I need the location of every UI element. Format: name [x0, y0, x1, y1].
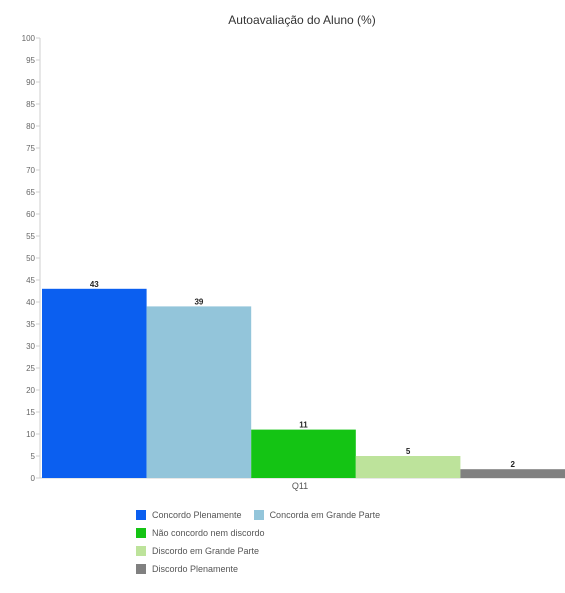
- legend-row: Discordo Plenamente: [136, 560, 496, 578]
- y-tick-label: 45: [26, 276, 35, 285]
- bar: [355, 456, 461, 478]
- data-label: 11: [299, 421, 308, 430]
- bar: [460, 469, 565, 478]
- legend-swatch: [136, 546, 146, 556]
- y-tick-label: 25: [26, 364, 35, 373]
- legend-swatch: [136, 564, 146, 574]
- y-tick-label: 75: [26, 144, 35, 153]
- legend-item: Concordo Plenamente: [136, 510, 242, 520]
- legend-item: Discordo Plenamente: [136, 564, 238, 574]
- y-tick-label: 10: [26, 430, 35, 439]
- y-tick-label: 35: [26, 320, 35, 329]
- y-tick-label: 0: [31, 474, 36, 483]
- data-label: 39: [194, 297, 203, 306]
- y-tick-label: 90: [26, 78, 35, 87]
- y-tick-label: 70: [26, 166, 35, 175]
- legend-label: Discordo Plenamente: [152, 564, 239, 574]
- legend-swatch: [136, 510, 146, 520]
- y-tick-label: 50: [26, 254, 35, 263]
- legend-swatch: [136, 528, 146, 538]
- data-label: 2: [510, 460, 515, 469]
- y-tick-label: 55: [26, 232, 35, 241]
- y-tick-label: 95: [26, 56, 35, 65]
- y-tick-label: 30: [26, 342, 35, 351]
- data-label: 43: [90, 280, 99, 289]
- legend-label: Discordo em Grande Parte: [152, 546, 260, 556]
- y-tick-label: 65: [26, 188, 35, 197]
- y-tick-label: 60: [26, 210, 35, 219]
- legend-label: Não concordo nem discordo: [152, 528, 265, 538]
- legend-label: Concordo Plenamente: [152, 510, 242, 520]
- bars: [42, 288, 565, 478]
- y-tick-label: 85: [26, 100, 35, 109]
- legend-row: Discordo em Grande Parte: [136, 542, 496, 560]
- legend: Concordo Plenamente Concorda em Grande P…: [136, 506, 496, 578]
- y-tick-label: 15: [26, 408, 35, 417]
- legend-row: Não concordo nem discordo: [136, 524, 496, 542]
- data-labels: 43 39 11 5 2: [90, 280, 516, 469]
- bar: [42, 288, 147, 478]
- legend-row: Concordo Plenamente Concorda em Grande P…: [136, 506, 496, 524]
- y-tick-label: 100: [22, 34, 36, 43]
- legend-item: Discordo em Grande Parte: [136, 546, 259, 556]
- chart-title: Autoavaliação do Aluno (%): [228, 13, 375, 27]
- data-label: 5: [406, 447, 411, 456]
- legend-swatch: [253, 510, 264, 520]
- y-ticks: 1009590858075706560555045403530252015105…: [22, 34, 40, 483]
- legend-item: Concorda em Grande Parte: [253, 510, 381, 520]
- y-tick-label: 80: [26, 122, 35, 131]
- y-tick-label: 20: [26, 386, 35, 395]
- y-tick-label: 40: [26, 298, 35, 307]
- legend-item: Não concordo nem discordo: [136, 528, 265, 538]
- bar: [146, 306, 252, 478]
- legend-label: Concorda em Grande Parte: [269, 510, 381, 520]
- category-label: Q11: [292, 481, 308, 491]
- y-tick-label: 5: [31, 452, 36, 461]
- bar: [251, 429, 356, 478]
